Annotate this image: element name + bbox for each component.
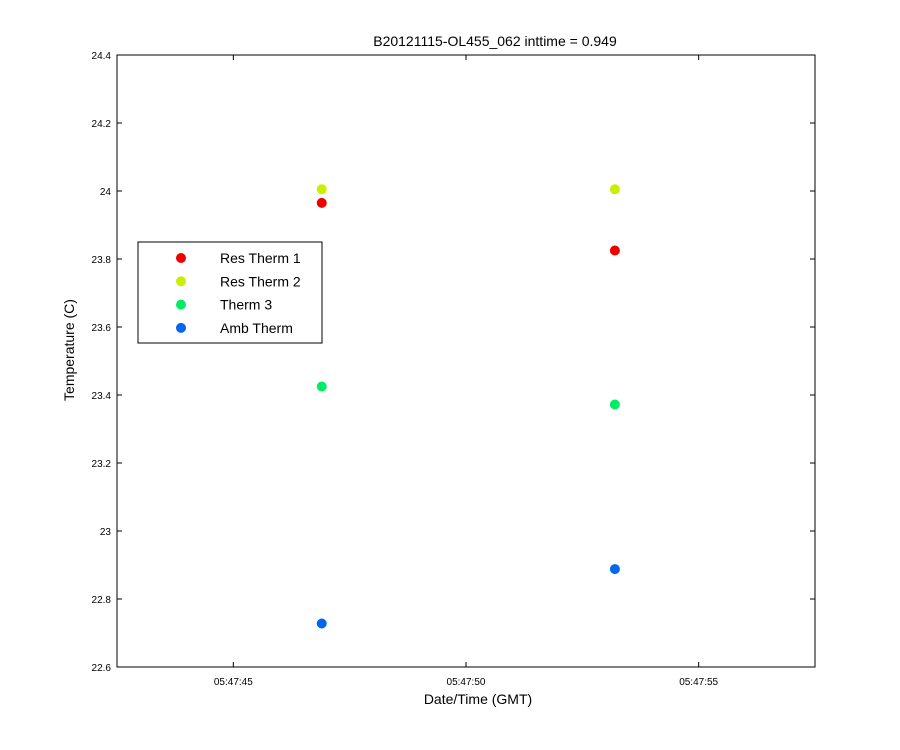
legend-entry-label: Res Therm 2 [220, 273, 301, 289]
legend-marker [176, 299, 186, 310]
y-tick-label: 23.8 [92, 255, 112, 266]
data-points [316, 184, 620, 629]
legend-entry-label: Res Therm 1 [220, 250, 301, 266]
chart-title: B20121115-OL455_062 inttime = 0.949 [373, 33, 617, 49]
x-tick-label: 05:47:45 [214, 677, 253, 688]
y-tick-label: 24.2 [92, 119, 112, 130]
x-tick-label: 05:47:50 [447, 677, 486, 688]
legend-marker [176, 253, 186, 263]
legend-marker [176, 276, 186, 287]
x-tick-label: 05:47:55 [679, 677, 718, 688]
legend-box [137, 241, 323, 344]
legend-marker [176, 322, 186, 333]
y-tick-label: 24.4 [92, 51, 112, 62]
y-tick-label: 22.8 [92, 595, 112, 606]
y-tick-label: 23.4 [92, 391, 112, 402]
legend-entry-label: Amb Therm [220, 320, 293, 336]
data-point [609, 245, 620, 256]
x-axis-label: Date/Time (GMT) [424, 691, 532, 707]
y-tick-label: 23 [100, 527, 112, 538]
legend: Res Therm 1 Res Therm 2 Therm 3 Amb Therm [137, 241, 323, 344]
plot-area-frame [116, 54, 816, 668]
legend-entry-label: Therm 3 [220, 297, 272, 313]
y-axis-label: Temperature (C) [61, 299, 77, 401]
x-axis-ticks: 05:47:45 05:47:50 05:47:55 [214, 55, 719, 688]
y-tick-label: 23.2 [92, 459, 112, 470]
y-tick-label: 23.6 [92, 323, 112, 334]
data-point [609, 399, 620, 410]
data-point [609, 184, 620, 195]
data-point [609, 564, 620, 575]
y-tick-label: 24 [100, 187, 112, 198]
data-point [316, 381, 327, 392]
data-point [316, 184, 327, 195]
y-tick-label: 22.6 [92, 663, 112, 674]
data-point [316, 197, 327, 208]
data-point [316, 618, 327, 629]
